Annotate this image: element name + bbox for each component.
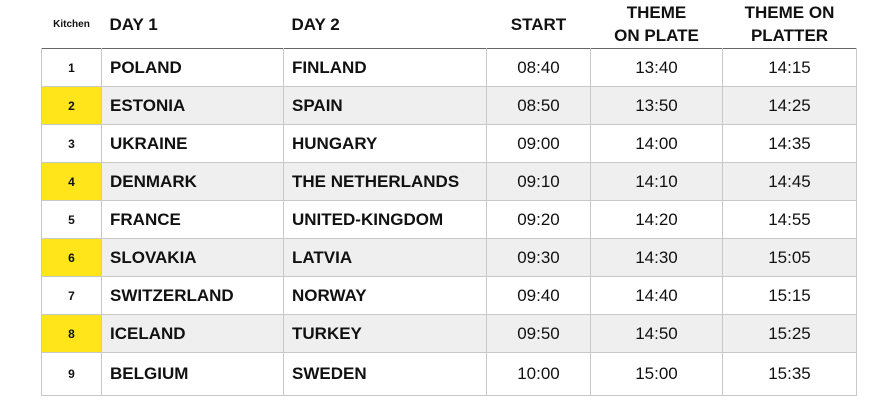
table-cell: SWEDEN [283, 352, 487, 396]
table-cell: 09:10 [486, 162, 591, 201]
table-cell: 09:20 [486, 200, 591, 239]
table-row: 9 BELGIUM SWEDEN 10:00 15:00 15:35 [41, 352, 857, 396]
schedule-table: Kitchen DAY 1 DAY 2 START THEME ON PLATE THEME… [41, 0, 857, 396]
table-row: 1 POLAND FINLAND 08:40 13:40 14:15 [41, 48, 857, 87]
table-cell: LATVIA [283, 238, 487, 277]
table-row: 7 SWITZERLAND NORWAY 09:40 14:40 15:15 [41, 276, 857, 315]
header-cell: START [510, 14, 567, 34]
header-cell: THEME ON PLATE [591, 0, 723, 49]
table-cell: 09:30 [486, 238, 591, 277]
table-cell: ESTONIA [101, 86, 284, 125]
table-cell: 15:35 [722, 352, 857, 396]
kitchen-cell: 3 [41, 124, 102, 163]
kitchen-cell: 6 [41, 238, 102, 277]
table-row: 4 DENMARK THE NETHERLANDS 09:10 14:10 14:45 [41, 162, 857, 201]
table-cell: 09:40 [486, 276, 591, 315]
table-cell: UNITED-KINGDOM [283, 200, 487, 239]
table-cell: 14:30 [590, 238, 723, 277]
table-cell: 14:15 [722, 48, 857, 87]
table-cell: 13:40 [590, 48, 723, 87]
kitchen-cell: 7 [41, 276, 102, 315]
table-cell: SWITZERLAND [101, 276, 284, 315]
table-cell: ICELAND [101, 314, 284, 353]
header-line: THEME ON [744, 3, 835, 22]
table-cell: FRANCE [101, 200, 284, 239]
table-row: 6 SLOVAKIA LATVIA 09:30 14:30 15:05 [41, 238, 857, 277]
table-cell: THE NETHERLANDS [283, 162, 487, 201]
table-cell: 14:50 [590, 314, 723, 353]
table-cell: FINLAND [283, 48, 487, 87]
kitchen-cell: 4 [41, 162, 102, 201]
table-row: 2 ESTONIA SPAIN 08:50 13:50 14:25 [41, 86, 857, 125]
table-cell: NORWAY [283, 276, 487, 315]
table-cell: 14:20 [590, 200, 723, 239]
header-cell: DAY 2 [291, 14, 340, 34]
table-cell: 14:55 [722, 200, 857, 239]
table-cell: BELGIUM [101, 352, 284, 396]
table-cell: 14:10 [590, 162, 723, 201]
table-cell: TURKEY [283, 314, 487, 353]
table-cell: 15:15 [722, 276, 857, 315]
table-cell: 14:40 [590, 276, 723, 315]
table-cell: SLOVAKIA [101, 238, 284, 277]
table-cell: DENMARK [101, 162, 284, 201]
table-row: 5 FRANCE UNITED-KINGDOM 09:20 14:20 14:55 [41, 200, 857, 239]
table-cell: SPAIN [283, 86, 487, 125]
table-body: 1 POLAND FINLAND 08:40 13:40 14:15 2 ESTONIA SPA… [41, 48, 857, 396]
table-cell: 09:50 [486, 314, 591, 353]
table-row: 8 ICELAND TURKEY 09:50 14:50 15:25 [41, 314, 857, 353]
table-cell: 13:50 [590, 86, 723, 125]
table-row: 3 UKRAINE HUNGARY 09:00 14:00 14:35 [41, 124, 857, 163]
table-cell: 14:45 [722, 162, 857, 201]
table-cell: 14:00 [590, 124, 723, 163]
header-line: ON PLATE [614, 26, 699, 45]
header-line: THEME [626, 3, 687, 22]
table-cell: UKRAINE [101, 124, 284, 163]
table-cell: POLAND [101, 48, 284, 87]
kitchen-cell: 5 [41, 200, 102, 239]
kitchen-cell: 9 [41, 352, 102, 396]
table-cell: 15:00 [590, 352, 723, 396]
kitchen-cell: 1 [41, 48, 102, 87]
header-cell: THEME ON PLATTER [723, 0, 857, 49]
table-cell: 14:35 [722, 124, 857, 163]
header-line: PLATTER [750, 26, 829, 45]
table-cell: HUNGARY [283, 124, 487, 163]
header-cell: DAY 1 [109, 14, 158, 34]
table-cell: 14:25 [722, 86, 857, 125]
table-cell: 10:00 [486, 352, 591, 396]
table-cell: 08:40 [486, 48, 591, 87]
table-cell: 09:00 [486, 124, 591, 163]
table-cell: 08:50 [486, 86, 591, 125]
header-row: Kitchen DAY 1 DAY 2 START THEME ON PLATE THEME… [42, 0, 857, 49]
kitchen-cell: 8 [41, 314, 102, 353]
kitchen-cell: 2 [41, 86, 102, 125]
table-cell: 15:05 [722, 238, 857, 277]
table-cell: 15:25 [722, 314, 857, 353]
header-cell: Kitchen [53, 18, 90, 30]
table-header: Kitchen DAY 1 DAY 2 START THEME ON PLATE THEME… [42, 0, 857, 49]
